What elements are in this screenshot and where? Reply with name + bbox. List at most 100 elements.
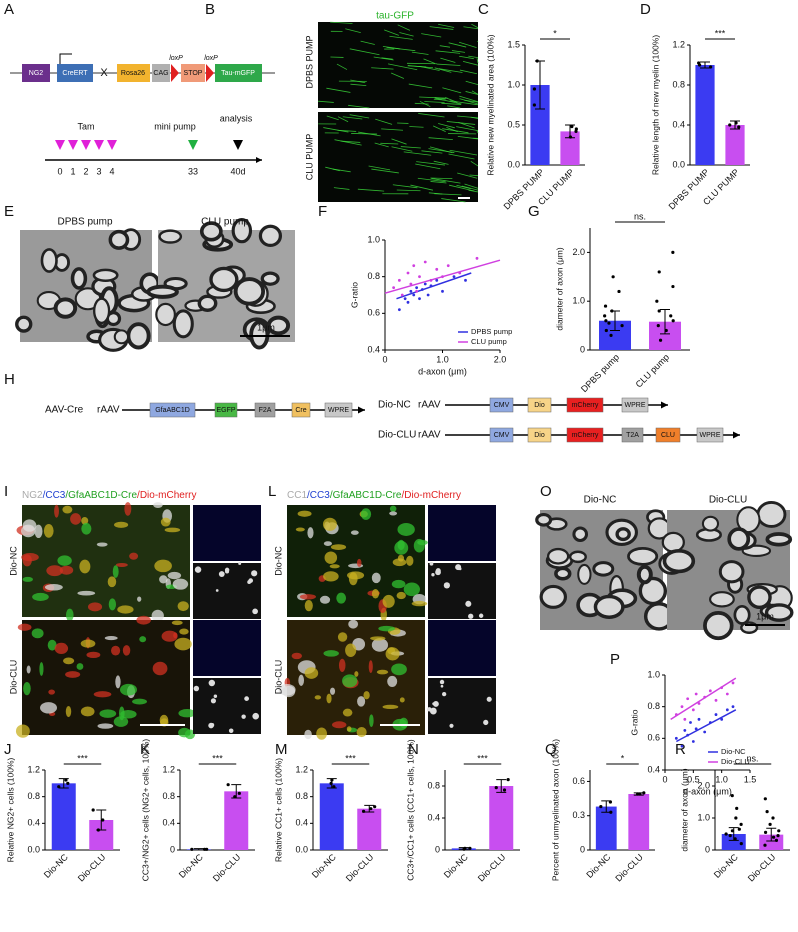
x-axis-label: d-axon (μm) xyxy=(418,366,467,376)
axon xyxy=(197,294,218,312)
axon xyxy=(158,229,183,244)
y-tick-label: 0.8 xyxy=(367,271,380,281)
cell xyxy=(382,594,395,608)
y-tick-label: 2.0 xyxy=(697,780,710,790)
fiber xyxy=(415,163,441,170)
cell xyxy=(329,564,340,569)
stain: CC1 xyxy=(287,490,307,501)
data-point xyxy=(409,289,413,293)
x-tick-label: Dio-CLU xyxy=(613,852,644,883)
part xyxy=(215,64,262,82)
cell xyxy=(354,671,359,677)
cell xyxy=(112,565,119,578)
part-label: Rosa26 xyxy=(121,70,145,77)
data-point xyxy=(426,293,430,297)
data-point xyxy=(611,275,615,279)
fiber xyxy=(360,40,375,45)
data-point xyxy=(91,808,95,812)
part xyxy=(117,64,150,82)
axon xyxy=(546,547,570,565)
fiber xyxy=(381,128,404,131)
panel-letters: A B C D E F G H I L O P J K M N Q R xyxy=(4,1,686,758)
data-point xyxy=(776,834,780,838)
cell xyxy=(46,565,63,577)
axon xyxy=(231,218,253,244)
cell xyxy=(247,580,252,584)
axon xyxy=(572,526,589,542)
data-point xyxy=(694,692,698,696)
fiber xyxy=(438,123,455,129)
data-point xyxy=(452,275,456,279)
axon xyxy=(733,604,751,625)
panel-letter: I xyxy=(4,483,8,500)
fiber xyxy=(464,183,479,189)
cell xyxy=(215,589,219,592)
fiber xyxy=(456,126,479,132)
error-bar xyxy=(700,61,710,69)
panel-letter: D xyxy=(640,1,651,18)
cell xyxy=(251,570,258,577)
legend-label: CLU pump xyxy=(471,337,507,346)
cell xyxy=(399,697,405,703)
panel-letter: N xyxy=(408,741,419,758)
bar xyxy=(489,786,514,850)
significance: * xyxy=(553,28,557,38)
cell xyxy=(21,553,39,562)
cell xyxy=(76,663,84,670)
part xyxy=(57,64,93,82)
bar xyxy=(319,783,344,850)
stain: NG2 xyxy=(22,490,43,501)
fiber xyxy=(323,127,349,133)
y-tick-label: 1.2 xyxy=(672,39,685,49)
panel-letter: E xyxy=(4,203,14,220)
stain-title: CC1/CC3/GfaABC1D-Cre/Dio-mCherry xyxy=(287,490,461,501)
cell xyxy=(65,671,81,678)
y-tick-label: 0.8 xyxy=(295,791,308,801)
part-label: Tau-mGFP xyxy=(221,70,255,77)
data-point xyxy=(435,278,439,282)
fiber xyxy=(424,101,445,103)
fiber xyxy=(408,83,433,89)
fiber xyxy=(462,60,479,66)
y-tick-label: 0.4 xyxy=(295,818,308,828)
cell xyxy=(323,571,339,582)
y-tick-label: 0.6 xyxy=(367,308,380,318)
fiber xyxy=(397,24,411,31)
data-point xyxy=(728,834,732,838)
data-point xyxy=(96,828,100,832)
axon xyxy=(615,527,631,542)
y-tick-label: 0.4 xyxy=(162,818,175,828)
data-point xyxy=(441,289,444,293)
cell xyxy=(307,527,314,539)
significance: *** xyxy=(77,753,88,763)
data-point xyxy=(671,284,675,289)
cell xyxy=(406,555,414,566)
fiber xyxy=(456,184,471,189)
x-tick-label: Dio-CLU xyxy=(76,852,107,883)
cell xyxy=(295,527,305,532)
cell xyxy=(382,704,399,710)
panel-letter: Q xyxy=(545,741,557,758)
cell xyxy=(389,511,398,516)
part xyxy=(489,397,514,413)
part xyxy=(152,64,170,82)
data-point xyxy=(771,816,775,820)
cell xyxy=(34,524,43,539)
fiber xyxy=(451,50,466,53)
part-label: CLU xyxy=(661,432,675,439)
cell xyxy=(348,572,358,586)
loxp xyxy=(171,64,179,82)
axon xyxy=(636,564,653,585)
x-tick-label: Dio-NC xyxy=(42,852,70,880)
fiber xyxy=(448,153,475,160)
data-point xyxy=(397,278,401,282)
cell xyxy=(43,523,54,538)
data-point xyxy=(708,65,713,69)
fiber xyxy=(342,116,363,120)
fiber xyxy=(403,151,432,156)
cell xyxy=(32,592,49,601)
fiber xyxy=(334,139,362,146)
cell xyxy=(81,516,89,525)
fiber xyxy=(349,48,380,56)
data-point xyxy=(768,822,772,827)
